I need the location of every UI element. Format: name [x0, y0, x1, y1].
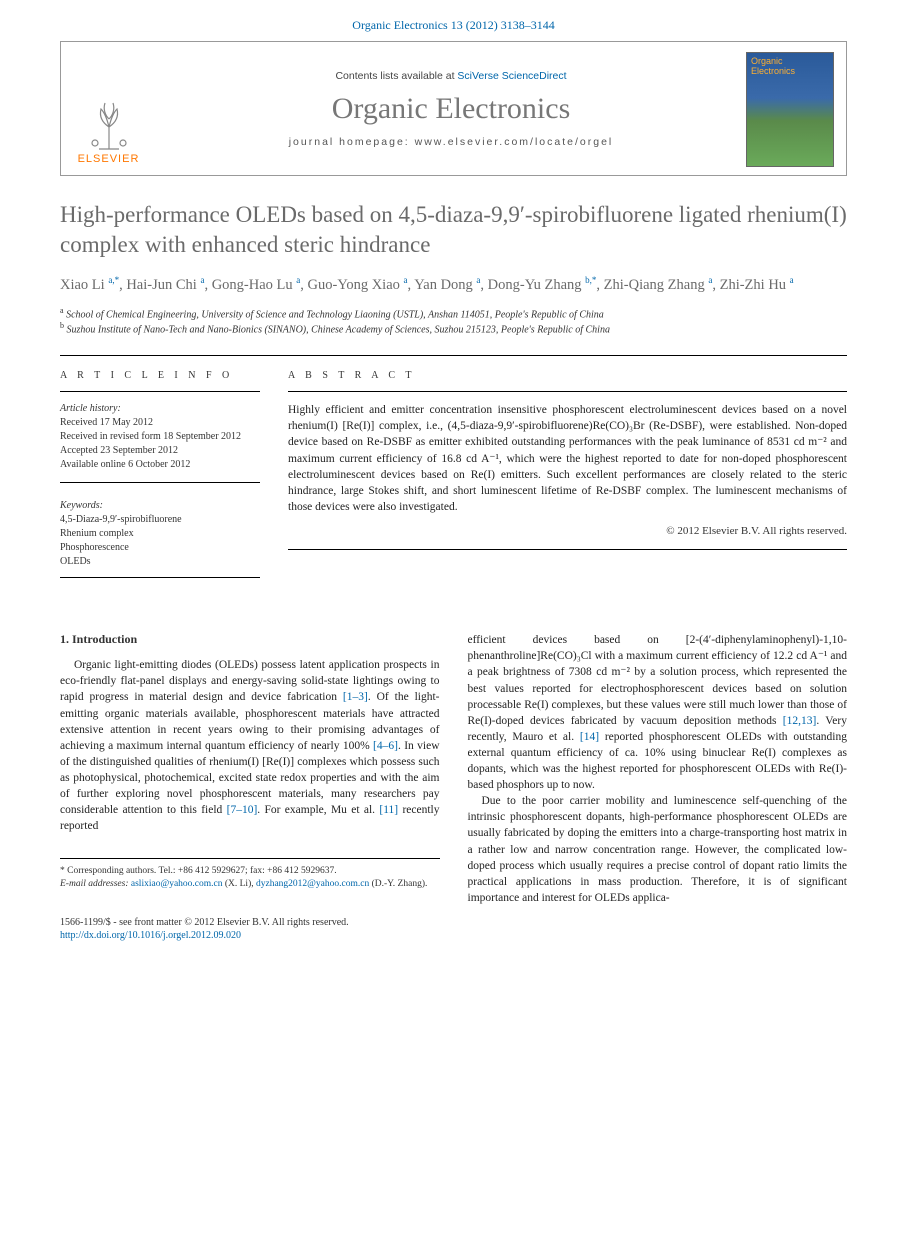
affiliation-a: a School of Chemical Engineering, Univer…	[60, 306, 847, 322]
email-line: E-mail addresses: aslixiao@yahoo.com.cn …	[60, 878, 440, 891]
abstract-text: Highly efficient and emitter concentrati…	[288, 402, 847, 515]
abstract-label: A B S T R A C T	[288, 370, 847, 381]
affil-tag: b	[60, 321, 64, 330]
abstract-copyright: © 2012 Elsevier B.V. All rights reserved…	[288, 525, 847, 537]
cover-title: Organic Electronics	[751, 57, 829, 77]
contents-line: Contents lists available at SciVerse Sci…	[335, 70, 566, 82]
body-paragraph: efficient devices based on [2-(4′-diphen…	[468, 632, 848, 793]
abstract-col: A B S T R A C T Highly efficient and emi…	[288, 370, 847, 578]
contents-prefix: Contents lists available at	[335, 70, 457, 82]
section-heading: 1. Introduction	[60, 632, 440, 647]
article-info-label: A R T I C L E I N F O	[60, 370, 260, 381]
rule	[60, 391, 260, 392]
email-who: (D.-Y. Zhang).	[369, 879, 427, 889]
affiliation-b: b Suzhou Institute of Nano-Tech and Nano…	[60, 321, 847, 337]
article-info-col: A R T I C L E I N F O Article history: R…	[60, 370, 260, 578]
info-abstract-row: A R T I C L E I N F O Article history: R…	[60, 356, 847, 596]
sciencedirect-link[interactable]: SciVerse ScienceDirect	[457, 70, 566, 82]
homepage-line: journal homepage: www.elsevier.com/locat…	[289, 136, 614, 148]
keywords-head: Keywords:	[60, 499, 260, 513]
history-head: Article history:	[60, 402, 260, 416]
email-who: (X. Li),	[222, 879, 256, 889]
article-history: Article history: Received 17 May 2012 Re…	[60, 402, 260, 483]
corresponding-note: * Corresponding authors. Tel.: +86 412 5…	[60, 865, 440, 878]
publisher-logo-col: ELSEVIER	[61, 42, 156, 175]
doi-link[interactable]: http://dx.doi.org/10.1016/j.orgel.2012.0…	[60, 930, 241, 941]
history-item: Received in revised form 18 September 20…	[60, 430, 260, 444]
body-columns: 1. Introduction Organic light-emitting d…	[60, 632, 847, 906]
keywords-block: Keywords: 4,5-Diaza-9,9′-spirobifluorene…	[60, 499, 260, 578]
cover-col: Organic Electronics	[746, 42, 846, 175]
publisher-name: ELSEVIER	[78, 153, 140, 165]
masthead: ELSEVIER Contents lists available at Sci…	[60, 41, 847, 176]
keyword: Phosphorescence	[60, 541, 260, 555]
keyword: 4,5-Diaza-9,9′-spirobifluorene	[60, 513, 260, 527]
article-title: High-performance OLEDs based on 4,5-diaz…	[60, 200, 847, 260]
running-head: Organic Electronics 13 (2012) 3138–3144	[0, 0, 907, 41]
email-link[interactable]: dyzhang2012@yahoo.com.cn	[256, 879, 369, 889]
masthead-center: Contents lists available at SciVerse Sci…	[156, 42, 746, 175]
journal-name: Organic Electronics	[332, 92, 571, 126]
history-item: Received 17 May 2012	[60, 416, 260, 430]
rule	[288, 549, 847, 550]
affil-text: Suzhou Institute of Nano-Tech and Nano-B…	[67, 325, 610, 336]
footnotes: * Corresponding authors. Tel.: +86 412 5…	[60, 858, 440, 891]
affil-tag: a	[60, 306, 64, 315]
keyword: OLEDs	[60, 555, 260, 569]
keyword: Rhenium complex	[60, 527, 260, 541]
issn-line: 1566-1199/$ - see front matter © 2012 El…	[60, 916, 847, 930]
affiliations: a School of Chemical Engineering, Univer…	[60, 306, 847, 338]
rule	[288, 391, 847, 392]
history-item: Available online 6 October 2012	[60, 458, 260, 472]
body-col-left: 1. Introduction Organic light-emitting d…	[60, 632, 440, 906]
emails-label: E-mail addresses:	[60, 879, 131, 889]
journal-cover-thumb: Organic Electronics	[746, 52, 834, 167]
body-paragraph: Due to the poor carrier mobility and lum…	[468, 793, 848, 906]
citation-link[interactable]: Organic Electronics 13 (2012) 3138–3144	[352, 18, 554, 32]
affil-text: School of Chemical Engineering, Universi…	[66, 309, 604, 320]
body-paragraph: Organic light-emitting diodes (OLEDs) po…	[60, 657, 440, 834]
page-footer: 1566-1199/$ - see front matter © 2012 El…	[0, 906, 907, 967]
body-col-right: efficient devices based on [2-(4′-diphen…	[468, 632, 848, 906]
elsevier-tree-icon	[85, 99, 133, 151]
author-list: Xiao Li a,*, Hai-Jun Chi a, Gong-Hao Lu …	[60, 274, 847, 296]
email-link[interactable]: aslixiao@yahoo.com.cn	[131, 879, 223, 889]
history-item: Accepted 23 September 2012	[60, 444, 260, 458]
